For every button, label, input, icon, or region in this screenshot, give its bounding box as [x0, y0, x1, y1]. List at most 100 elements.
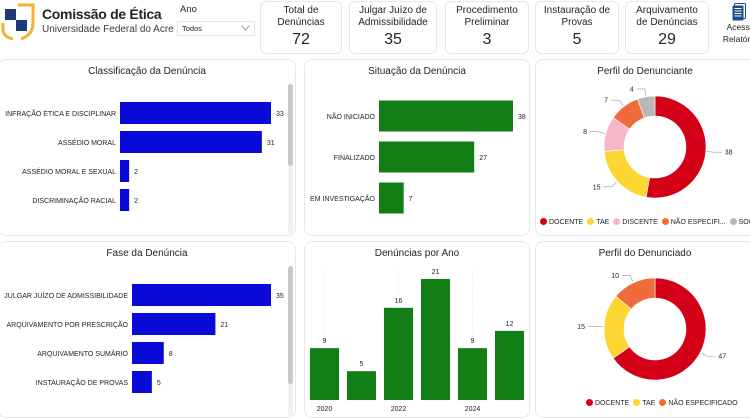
bar — [379, 141, 475, 173]
category-label: ASSÉDIO MORAL E SEXUAL — [22, 167, 116, 176]
kpi-title: de Denúncias — [636, 17, 698, 28]
data-label: 2 — [134, 169, 138, 176]
access-reports-button[interactable]: Acessar Relatórios — [722, 3, 750, 51]
x-tick-label: 2020 — [317, 406, 333, 413]
x-tick-label: 2022 — [391, 406, 407, 413]
access-reports-label: Acessar — [726, 22, 750, 32]
bar — [120, 160, 130, 182]
legend-marker — [729, 218, 737, 225]
legend-marker — [540, 218, 547, 225]
data-label: 2 — [134, 198, 138, 205]
data-label: 15 — [577, 324, 585, 331]
data-label: 15 — [593, 184, 601, 191]
year-filter-dropdown[interactable]: Todos — [177, 21, 255, 36]
access-reports-label: Relatórios — [722, 34, 750, 44]
legend-marker — [587, 218, 595, 225]
donut-slice — [612, 277, 707, 381]
bar — [379, 182, 404, 214]
chart-title: Classificação da Denúncia — [88, 66, 206, 77]
donut-slice — [645, 95, 707, 199]
kpi-value: 5 — [572, 31, 582, 48]
brand-subtitle: Universidade Federal do Acre — [42, 24, 174, 35]
year-filter-label: Ano — [180, 4, 197, 15]
kpi-title: Total de — [283, 5, 319, 16]
bar — [132, 313, 216, 335]
legend-label: DOCENTE — [595, 400, 630, 407]
data-label: 7 — [604, 98, 608, 105]
data-label: 38 — [725, 150, 733, 157]
data-label: 16 — [395, 298, 403, 305]
category-label: ARQUIVAMENTO POR PRESCRIÇÃO — [7, 320, 129, 329]
donut-slice — [637, 95, 656, 119]
category-label: ARQUIVAMENTO SUMÁRIO — [37, 349, 128, 358]
scrollbar-thumb[interactable] — [288, 266, 293, 384]
panel-situacao: Situação da Denúncia NÃO INICIADO 38 FINAL… — [304, 59, 530, 236]
bar — [310, 348, 339, 400]
x-tick-label: 2024 — [465, 406, 481, 413]
shield-logo-icon — [1, 3, 35, 41]
data-label: 10 — [611, 273, 619, 280]
bar — [458, 348, 487, 400]
scrollbar-thumb[interactable] — [288, 84, 293, 166]
kpi-title: Instauração de — [543, 5, 611, 16]
kpi-card-total-denuncias: Total de Denúncias 72 — [260, 1, 342, 54]
data-label: 4 — [630, 86, 634, 93]
kpi-value: 3 — [482, 31, 492, 48]
legend-item[interactable]: DISCENTE — [613, 218, 658, 226]
kpi-title: Julgar Juízo de — [359, 5, 427, 16]
legend-item[interactable]: DOCENTE — [586, 399, 629, 407]
legend-item[interactable]: DOCENTE — [540, 218, 583, 226]
kpi-title: Arquivamento — [636, 5, 698, 16]
data-label: 9 — [323, 338, 327, 345]
category-label: EM INVESTIGAÇÃO — [310, 194, 376, 203]
year-filter-value: Todos — [182, 24, 203, 33]
leader-line — [706, 151, 722, 153]
panel-perfil-denunciado: Perfil do Denunciado 47 15 10 DOCENTE TAE NÃ… — [535, 241, 750, 418]
panel-perfil-denunciante: Perfil do Denunciante 38 15 8 7 4 DOCENTE TAE… — [535, 59, 750, 236]
kpi-title: Admissibilidade — [358, 17, 428, 28]
kpi-title: Procedimento — [456, 5, 518, 16]
fase-chart: JULGAR JUÍZO DE ADMISSIBILIDADE 35 ARQUIVA… — [4, 284, 284, 393]
legend-label: DISCENTE — [622, 219, 658, 226]
data-label: 7 — [409, 196, 413, 203]
bar — [347, 371, 376, 400]
category-label: FINALIZADO — [334, 155, 376, 162]
situacao-chart: NÃO INICIADO 38 FINALIZADO 27 EM INVESTIGAÇÃ… — [310, 100, 526, 214]
chevron-down-icon — [241, 25, 250, 31]
legend-item[interactable]: TAE — [633, 399, 655, 407]
legend-item[interactable]: SOCIEDA — [729, 218, 750, 226]
chart-title: Perfil do Denunciante — [597, 66, 693, 77]
document-icon — [732, 3, 746, 21]
legend-marker — [586, 399, 593, 406]
kpi-card-instauracao-provas: Instauração de Provas 5 — [535, 1, 619, 54]
bar — [495, 330, 524, 400]
category-label: INFRAÇÃO ÉTICA E DISCIPLINAR — [5, 109, 116, 118]
chart-title: Fase da Denúncia — [106, 248, 188, 259]
perfil-denunciado-chart: 47 15 10 — [577, 273, 726, 381]
scrollbar[interactable] — [288, 84, 293, 234]
perfil-denunciante-chart: 38 15 8 7 4 — [583, 86, 733, 199]
category-label: DISCRIMINAÇÃO RACIAL — [32, 196, 116, 205]
bar — [120, 102, 271, 124]
leader-line — [700, 352, 716, 357]
data-label: 21 — [432, 269, 440, 276]
legend-item[interactable]: NÃO ESPECIFI... — [661, 218, 726, 226]
kpi-title: Provas — [561, 17, 593, 28]
leader-line — [590, 131, 605, 134]
kpi-card-arquivamento: Arquivamento de Denúncias 29 — [625, 1, 709, 54]
category-label: ASSÉDIO MORAL — [58, 138, 116, 147]
legend-item[interactable]: TAE — [587, 218, 609, 226]
data-label: 38 — [518, 114, 526, 121]
donut-slice — [603, 149, 650, 198]
data-label: 8 — [169, 351, 173, 358]
scrollbar[interactable] — [288, 266, 293, 416]
data-label: 5 — [157, 380, 161, 387]
bar — [379, 100, 513, 132]
chart-title: Perfil do Denunciado — [598, 248, 692, 259]
panel-denuncias-por-ano: Denúncias por Ano 9 2020 5 16 2022 21 9 2024 12 — [304, 241, 530, 418]
category-label: JULGAR JUÍZO DE ADMISSIBILIDADE — [4, 291, 128, 300]
data-label: 47 — [718, 354, 726, 361]
panel-classificacao: Classificação da Denúncia INFRAÇÃO ÉTICA… — [0, 59, 296, 236]
legend-item[interactable]: NÃO ESPECIFICADO — [659, 399, 738, 407]
leader-line — [636, 88, 647, 96]
